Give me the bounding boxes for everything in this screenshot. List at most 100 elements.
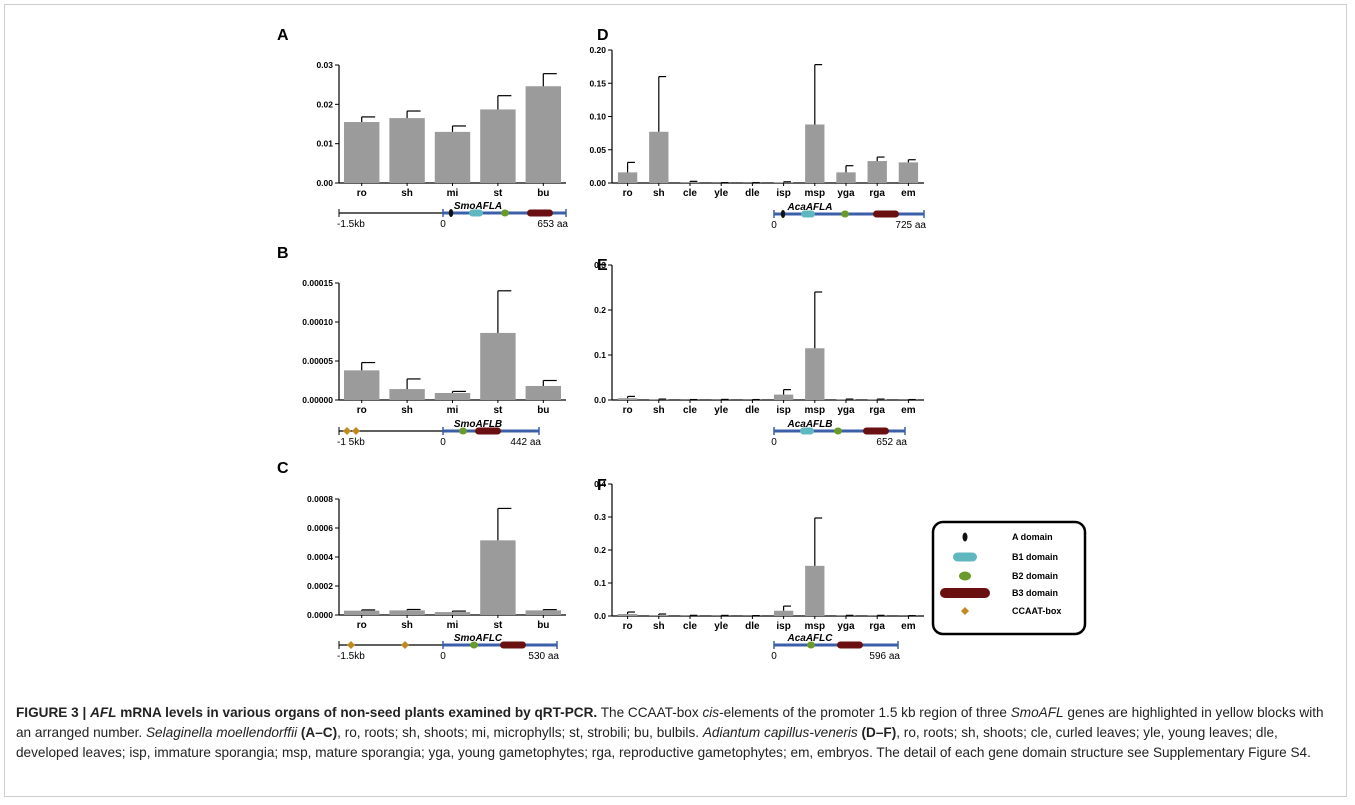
panel-B: B 0.00000 0.00005 0.00010 0.00015 ro sh mi st bu [277,245,566,416]
x-tick-label: sh [653,188,665,199]
y-tick-label: 0.0008 [307,494,333,504]
bar-ro [617,614,638,616]
bar-sh [389,610,425,615]
y-tick-label: 0.3 [594,512,606,522]
y-tick-label: 0.0 [594,395,606,405]
caption-gene: AFL [90,705,117,720]
bar-ro [343,122,380,183]
x-tick-label: isp [776,405,790,416]
bar-msp [805,565,825,616]
x-tick-label: yga [837,188,855,199]
x-tick-label: rga [869,188,885,199]
bar-mi [434,131,471,183]
y-tick-label: 0.00 [316,178,333,188]
bar-ro [617,172,638,183]
legend-box [931,520,1087,636]
y-tick-label: 0.3 [594,260,606,270]
gene-zero-label: 0 [771,220,777,231]
a-domain-icon [780,210,786,218]
y-tick-label: 0.00010 [302,317,333,327]
ccaat-box-icon [401,641,409,649]
b3-domain-icon [863,427,889,435]
x-tick-label: sh [401,620,413,631]
bar-sh [649,131,669,183]
x-tick-label: ro [623,621,633,632]
panel-letter: B [277,245,289,262]
bar-isp [773,610,794,616]
gene-structure-A: -1.5kb 0 653 aa SmoAFLA [337,201,568,230]
gene-structure-E: 0 652 aa AcaAFLB [771,419,907,448]
bar-msp [805,124,825,183]
b2-domain-icon [470,641,478,649]
caption-df: (D–F) [861,725,897,740]
x-tick-label: sh [401,405,413,416]
x-tick-label: bu [537,405,549,416]
b2-domain-icon [807,641,815,649]
b3-domain-icon [475,427,501,435]
b2-domain-icon [501,209,509,217]
x-tick-label: isp [776,188,790,199]
x-tick-label: sh [653,405,665,416]
panel-F: F 0.0 0.1 0.2 0.3 0.4 ro sh cle yle dle isp msp yga rg… [594,477,924,632]
b3-domain-icon [873,210,899,218]
b1-domain-icon [953,552,977,562]
panel-letter: D [597,27,609,44]
x-tick-label: dle [745,621,760,632]
x-tick-label: st [493,405,503,416]
caption-smo: SmoAFL [1010,705,1064,720]
figure-caption: FIGURE 3 | AFL mRNA levels in various or… [16,703,1338,763]
gene-zero-label: 0 [440,219,446,230]
bar-ro [617,398,638,400]
gene-zero-label: 0 [440,651,446,662]
bar-rga [867,161,887,183]
x-tick-label: ro [357,620,367,631]
y-tick-label: 0.1 [594,350,606,360]
gene-zero-label: 0 [771,651,777,662]
y-tick-label: 0.4 [594,479,606,489]
ccaat-box-icon [352,427,360,435]
y-tick-label: 0.10 [589,112,606,122]
promoter-label: -1.5kb [337,219,365,230]
y-tick-label: 0.00015 [302,278,333,288]
y-tick-label: 0.00 [589,178,606,188]
caption-text-2: -elements of the promoter 1.5 kb region … [719,705,1011,720]
x-tick-label: dle [745,405,760,416]
x-tick-label: rga [869,621,885,632]
y-tick-label: 0.01 [316,139,333,149]
bar-em [898,162,919,183]
panel-C: C 0.0000 0.0002 0.0004 0.0006 0.0008 ro sh mi st b… [277,460,566,631]
bar-st [480,332,516,400]
x-tick-label: yle [714,188,728,199]
caption-cis: cis [702,705,720,720]
gene-name: AcaAFLA [786,202,832,213]
y-tick-label: 0.02 [316,99,333,109]
b2-domain-icon [459,427,467,435]
x-tick-label: yle [714,621,728,632]
bar-yga [836,172,856,183]
y-tick-label: 0.0006 [307,523,333,533]
caption-text-3: genes are highlighted in yellow blocks w… [16,705,1324,740]
figure-frame [4,4,1347,797]
x-tick-label: mi [447,405,459,416]
bar-st [480,109,516,183]
gene-structure-C: -1.5kb 0 530 aa SmoAFLC [337,633,559,662]
gene-end-label: 596 aa [869,651,900,662]
x-tick-label: bu [537,620,549,631]
bar-ro [343,370,380,400]
b3-domain-icon [500,641,526,649]
gene-name: SmoAFLA [454,201,502,212]
b2-domain-icon [959,571,971,581]
bar-msp [805,348,825,400]
b3-domain-icon [837,641,863,649]
ccaat-box-icon [343,427,351,435]
ccaat-box-icon [961,607,969,615]
x-tick-label: yga [837,621,855,632]
panel-letter: F [597,477,607,494]
caption-adiantum: Adiantum capillus-veneris [702,725,858,740]
caption-ac: (A–C) [300,725,338,740]
y-tick-label: 0.00005 [302,356,333,366]
bar-sh [389,389,425,400]
gene-structure-F: 0 596 aa AcaAFLC [771,633,900,662]
x-tick-label: msp [805,188,826,199]
